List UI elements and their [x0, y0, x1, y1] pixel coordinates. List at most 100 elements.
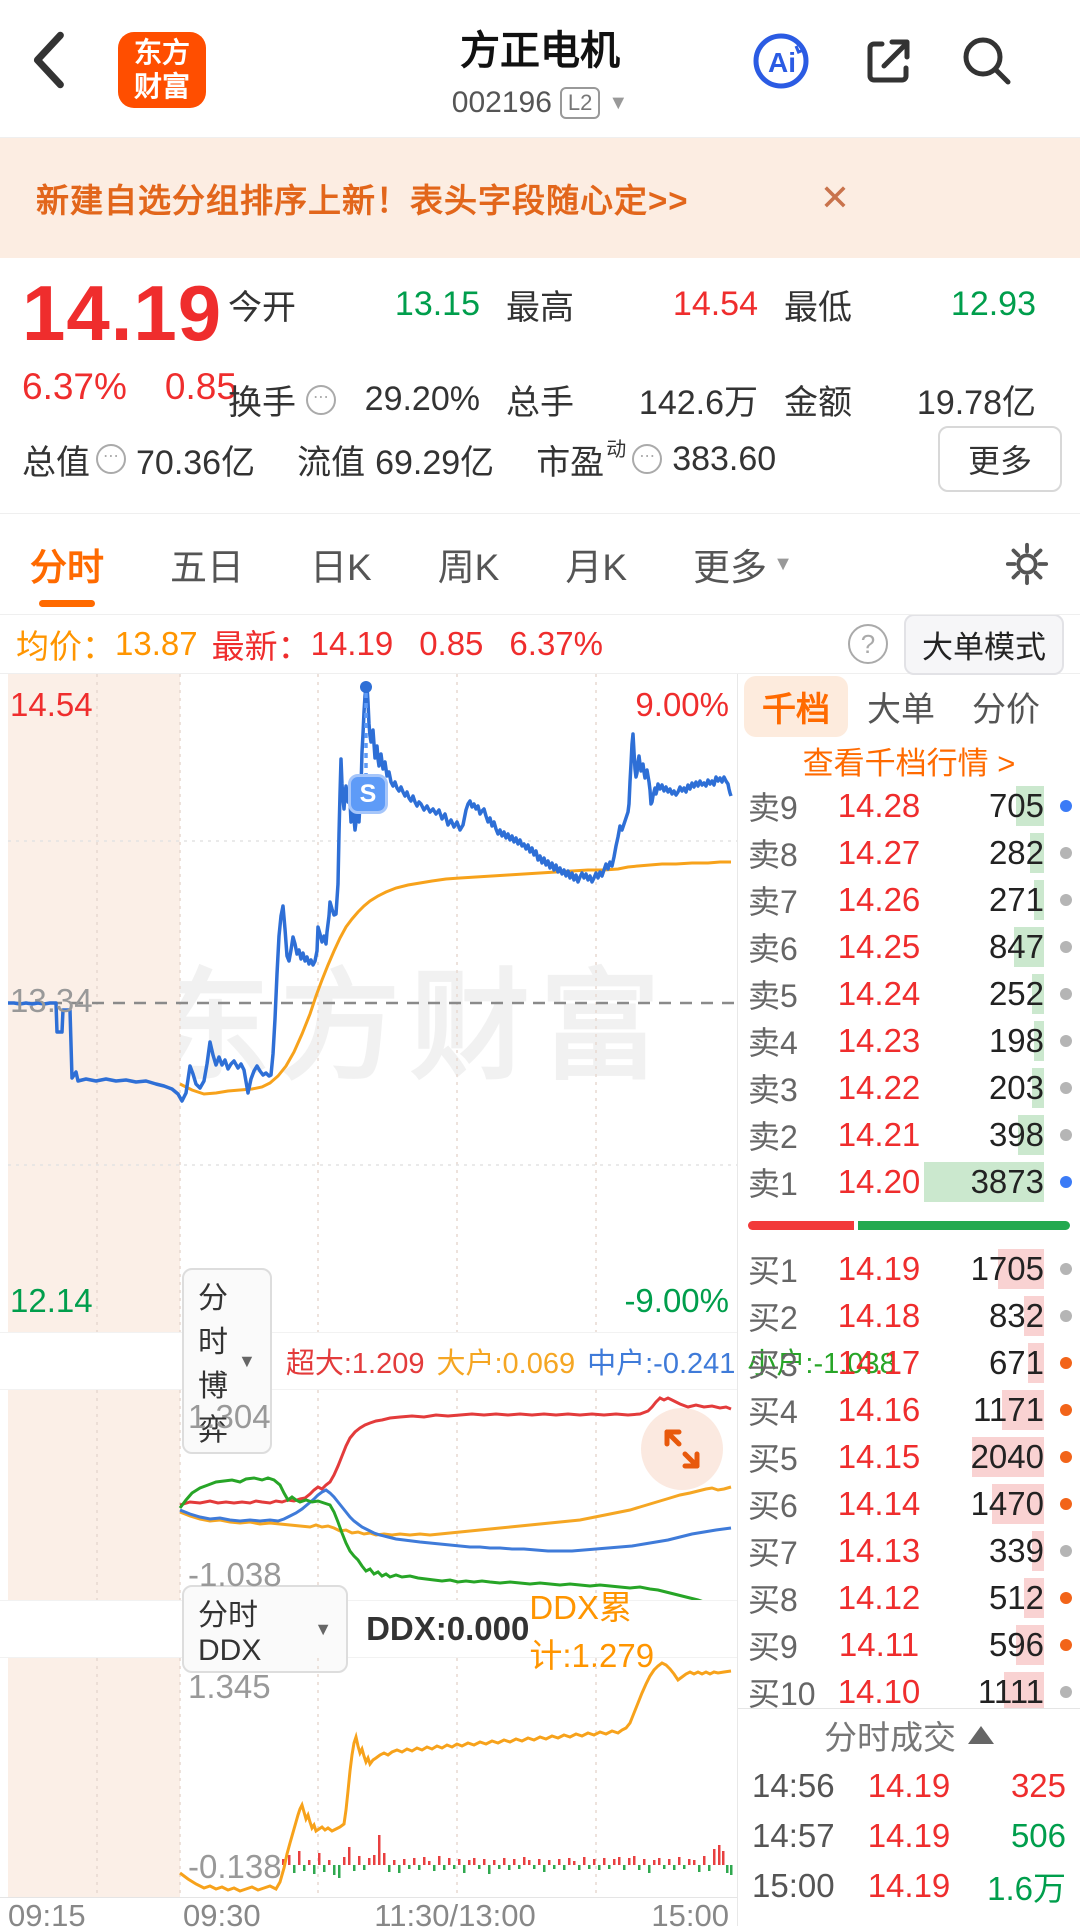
- order-dot-icon: [1060, 987, 1072, 1000]
- more-stats-button[interactable]: 更多: [937, 426, 1062, 492]
- back-icon[interactable]: [26, 30, 70, 90]
- tick-price: 14.19: [867, 1817, 951, 1854]
- level-price: 14.21: [837, 1115, 921, 1153]
- buy-level-row[interactable]: 买10 14.10 1111: [738, 1668, 1080, 1715]
- depth-bar: [1004, 1671, 1044, 1712]
- level-name: 买8: [748, 1581, 798, 1618]
- sell-level-row[interactable]: 卖3 14.22 203: [738, 1064, 1080, 1111]
- tab-price-dist[interactable]: 分价: [972, 690, 1040, 729]
- level-volume: 1111: [977, 1671, 1044, 1712]
- tick-time: 14:56: [752, 1767, 835, 1804]
- level-volume: 398: [988, 1114, 1044, 1155]
- buy-levels: 买1 14.19 1705 买2 14.18 832 买3 14.17 671 买4 14.16 11…: [738, 1245, 1080, 1715]
- tick-time: 14:57: [752, 1817, 835, 1854]
- tab-thousand-levels[interactable]: 千档: [744, 675, 848, 737]
- stats-row3: 总值 ⋯ 70.36亿 流值 69.29亿 市盈动 ⋯ 383.60 更多: [22, 426, 1062, 492]
- level-volume: 1470: [970, 1483, 1044, 1524]
- tick-trades-panel: 分时成交 14:56 14.19 325 14:57 14.19 506 15:00 14.1…: [738, 1708, 1080, 1926]
- share-icon[interactable]: [860, 32, 918, 90]
- price-change: 6.37% 0.85: [22, 366, 237, 408]
- stat-low: 最低 12.93: [784, 285, 1036, 327]
- sell-level-row[interactable]: 卖4 14.23 198: [738, 1017, 1080, 1064]
- tab-big-orders[interactable]: 大单: [867, 690, 935, 729]
- level-volume: 705: [988, 785, 1044, 826]
- buy-level-row[interactable]: 买4 14.16 1171: [738, 1386, 1080, 1433]
- stat-pe: 市盈动 ⋯ 383.60: [536, 438, 777, 482]
- tab-5day[interactable]: 五日: [170, 547, 244, 588]
- game-selector-button[interactable]: 分时博弈 ▼: [182, 1268, 272, 1454]
- level-name: 买3: [748, 1346, 798, 1383]
- sell-level-row[interactable]: 卖6 14.25 847: [738, 923, 1080, 970]
- avg-label: 均价：: [16, 628, 115, 665]
- sell-level-row[interactable]: 卖7 14.26 271: [738, 876, 1080, 923]
- tab-more[interactable]: 更多 ▼: [693, 547, 793, 588]
- buy-level-row[interactable]: 买6 14.14 1470: [738, 1480, 1080, 1527]
- promo-banner[interactable]: 新建自选分组排序上新！表头字段随心定>> ✕: [0, 138, 1080, 258]
- charts-column: 东方财富 14.54 9.00% 13.34 12.14 -9.00%: [0, 674, 896, 1930]
- banner-close-icon[interactable]: ✕: [819, 177, 850, 218]
- help-icon[interactable]: ?: [848, 624, 888, 664]
- thousand-levels-link[interactable]: 查看千档行情 >: [802, 746, 1016, 781]
- level-volume: 1171: [973, 1389, 1044, 1430]
- buy-level-row[interactable]: 买3 14.17 671: [738, 1339, 1080, 1386]
- level-price: 14.10: [837, 1672, 921, 1710]
- info-icon[interactable]: ⋯: [306, 384, 336, 415]
- level-price: 14.25: [837, 927, 921, 965]
- big-order-mode-button[interactable]: 大单模式: [904, 613, 1064, 675]
- info-icon[interactable]: ⋯: [96, 444, 126, 474]
- level-volume: 1705: [970, 1248, 1044, 1289]
- depth-bar: [1014, 926, 1044, 967]
- level-volume: 596: [988, 1624, 1044, 1665]
- promo-banner-text[interactable]: 新建自选分组排序上新！表头字段随心定>>: [36, 182, 689, 219]
- sell-level-row[interactable]: 卖8 14.27 282: [738, 829, 1080, 876]
- game-series-line: [178, 1476, 703, 1600]
- depth-bar: [1002, 1389, 1044, 1430]
- tab-weekly[interactable]: 周K: [437, 547, 500, 588]
- buy-level-row[interactable]: 买1 14.19 1705: [738, 1245, 1080, 1292]
- ddx-value: DDX:0.000: [366, 1610, 530, 1647]
- sell-level-row[interactable]: 卖5 14.24 252: [738, 970, 1080, 1017]
- minute-chart[interactable]: 东方财富 14.54 9.00% 13.34 12.14 -9.00%: [0, 674, 737, 1332]
- ddx-chart[interactable]: 1.345 -0.138: [0, 1658, 737, 1898]
- latest-value: 14.19: [310, 625, 394, 662]
- buy-level-row[interactable]: 买2 14.18 832: [738, 1292, 1080, 1339]
- ddx-cumulative: DDX累计:1.279: [529, 1589, 655, 1674]
- info-icon[interactable]: ⋯: [632, 444, 663, 474]
- buy-level-row[interactable]: 买7 14.13 339: [738, 1527, 1080, 1574]
- ddx-legend-row: 分时DDX ▼ DDX:0.000 DDX累计:1.279: [0, 1585, 737, 1674]
- ai-assistant-icon[interactable]: Ai: [752, 32, 810, 90]
- level-price: 14.19: [837, 1249, 921, 1287]
- ddx-selector-button[interactable]: 分时DDX ▼: [182, 1585, 349, 1673]
- buy-level-row[interactable]: 买8 14.12 512: [738, 1574, 1080, 1621]
- level-price: 14.11: [838, 1625, 920, 1663]
- level-price: 14.26: [837, 880, 921, 918]
- game-chart[interactable]: 1.304 -1.038: [0, 1390, 737, 1600]
- tick-trades-header[interactable]: 分时成交: [738, 1709, 1080, 1761]
- buy-level-row[interactable]: 买9 14.11 596: [738, 1621, 1080, 1668]
- order-dot-icon: [1060, 1591, 1072, 1604]
- buy-level-row[interactable]: 买5 14.15 2040: [738, 1433, 1080, 1480]
- time-label: 09:15: [8, 1898, 86, 1930]
- level-name: 卖8: [748, 836, 798, 873]
- tab-daily[interactable]: 日K: [310, 547, 372, 588]
- order-dot-icon: [1060, 1685, 1072, 1698]
- tab-monthly[interactable]: 月K: [565, 547, 628, 588]
- sell-level-row[interactable]: 卖2 14.21 398: [738, 1111, 1080, 1158]
- sell-level-row[interactable]: 卖9 14.28 705: [738, 782, 1080, 829]
- sell-level-row[interactable]: 卖1 14.20 3873: [738, 1158, 1080, 1205]
- level-price: 14.13: [837, 1531, 921, 1569]
- gear-icon[interactable]: [1004, 541, 1050, 587]
- orderbook-tabs: 千档 大单 分价: [738, 674, 1080, 738]
- stock-code-row[interactable]: 002196 L2 ▼: [0, 86, 1080, 120]
- ddx-ymax: 1.345: [188, 1668, 271, 1705]
- caret-down-icon: ▼: [314, 1618, 333, 1639]
- level-volume: 847: [988, 926, 1044, 967]
- order-dot-icon: [1060, 846, 1072, 859]
- level-volume: 198: [988, 1020, 1044, 1061]
- search-icon[interactable]: [958, 32, 1016, 90]
- level-price: 14.18: [837, 1296, 921, 1334]
- tab-minute[interactable]: 分时: [30, 523, 104, 605]
- game-series-line: [179, 1488, 732, 1553]
- level-name: 买5: [748, 1440, 798, 1477]
- expand-icon[interactable]: [641, 1408, 723, 1490]
